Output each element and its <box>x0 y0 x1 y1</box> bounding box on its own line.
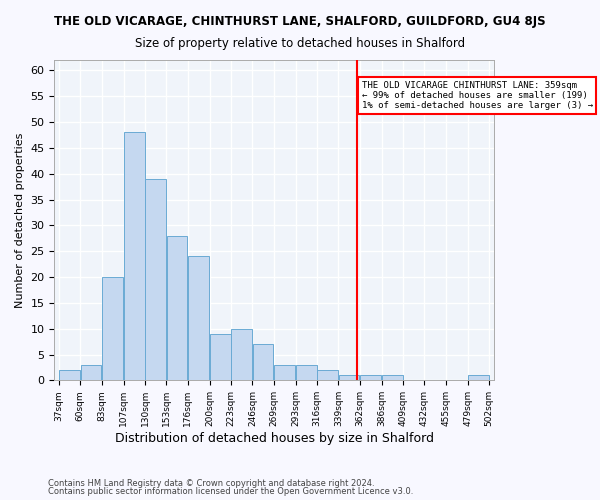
X-axis label: Distribution of detached houses by size in Shalford: Distribution of detached houses by size … <box>115 432 434 445</box>
Y-axis label: Number of detached properties: Number of detached properties <box>15 132 25 308</box>
Bar <box>468 375 489 380</box>
Bar <box>59 370 80 380</box>
Bar <box>317 370 338 380</box>
Bar <box>188 256 209 380</box>
Bar <box>210 334 231 380</box>
Bar <box>296 365 317 380</box>
Bar <box>167 236 187 380</box>
Bar <box>232 328 252 380</box>
Bar <box>274 365 295 380</box>
Text: THE OLD VICARAGE, CHINTHURST LANE, SHALFORD, GUILDFORD, GU4 8JS: THE OLD VICARAGE, CHINTHURST LANE, SHALF… <box>54 15 546 28</box>
Bar <box>102 277 122 380</box>
Text: Contains public sector information licensed under the Open Government Licence v3: Contains public sector information licen… <box>48 487 413 496</box>
Bar <box>80 365 101 380</box>
Bar <box>382 375 403 380</box>
Bar <box>360 375 381 380</box>
Text: Contains HM Land Registry data © Crown copyright and database right 2024.: Contains HM Land Registry data © Crown c… <box>48 478 374 488</box>
Bar <box>124 132 145 380</box>
Text: THE OLD VICARAGE CHINTHURST LANE: 359sqm
← 99% of detached houses are smaller (1: THE OLD VICARAGE CHINTHURST LANE: 359sqm… <box>362 80 593 110</box>
Text: Size of property relative to detached houses in Shalford: Size of property relative to detached ho… <box>135 38 465 51</box>
Bar <box>145 179 166 380</box>
Bar <box>338 375 359 380</box>
Bar <box>253 344 274 381</box>
